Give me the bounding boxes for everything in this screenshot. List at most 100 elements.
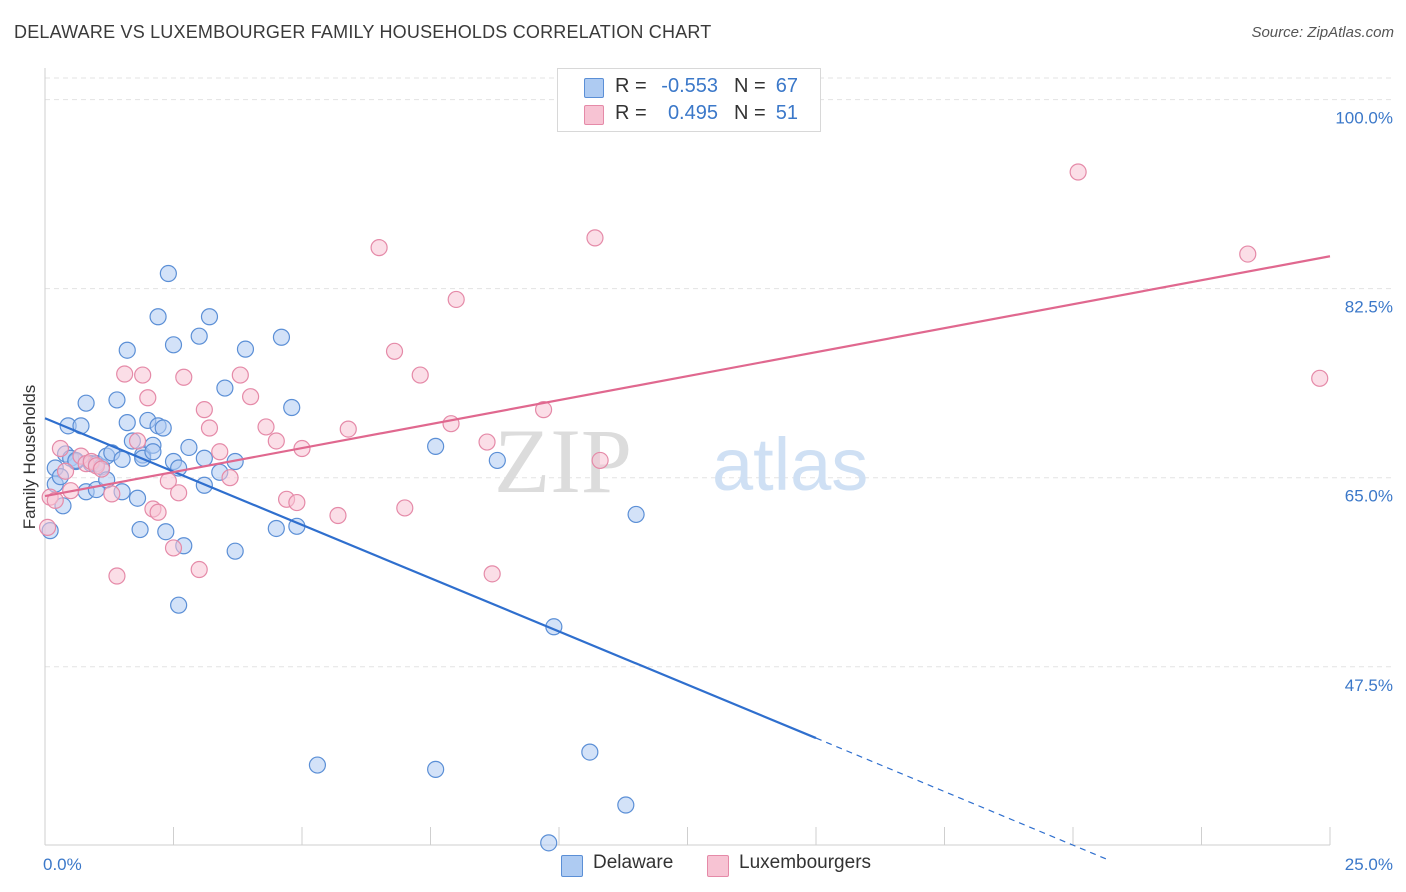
delaware-point — [308, 756, 327, 774]
delaware-point — [272, 328, 291, 346]
delaware-point — [118, 414, 136, 432]
luxembourgers-point — [170, 484, 188, 502]
delaware-point — [617, 796, 635, 814]
luxembourgers-point — [103, 485, 121, 503]
delaware-point — [488, 451, 506, 470]
luxembourgers-point — [116, 365, 134, 383]
data-points — [38, 163, 1329, 852]
trend-lines — [44, 255, 1331, 861]
luxembourgers-point — [38, 518, 57, 536]
luxembourgers-point — [586, 229, 604, 247]
luxembourgers-point — [339, 420, 357, 438]
luxembourgers-point — [200, 419, 219, 437]
delaware-point — [195, 449, 213, 467]
stats-legend: R = -0.553 N = 67 R = 0.495 N = 51 — [557, 68, 821, 132]
n-label: N = — [734, 102, 766, 124]
luxembourgers-point — [139, 389, 157, 407]
delaware-point — [77, 394, 95, 412]
r-label: R = — [615, 102, 647, 124]
axes — [44, 68, 1331, 846]
n-value: 67 — [775, 75, 798, 97]
luxembourgers-point — [221, 469, 239, 487]
luxembourgers-point — [385, 342, 404, 360]
y-tick-label: 47.5% — [1345, 676, 1393, 695]
delaware-trendline-extension — [815, 737, 1110, 861]
delaware-swatch — [561, 855, 583, 877]
luxembourgers-point — [257, 418, 275, 436]
luxembourgers-swatch — [707, 855, 729, 877]
luxembourgers-point — [1069, 163, 1087, 181]
delaware-trendline — [44, 417, 817, 740]
legend-label: Luxembourgers — [739, 852, 872, 873]
delaware-swatch — [584, 78, 604, 98]
luxembourgers-point — [211, 443, 229, 461]
delaware-point — [180, 438, 198, 457]
luxembourgers-point — [195, 401, 213, 419]
luxembourgers-point — [242, 388, 260, 406]
luxembourgers-point — [1239, 245, 1257, 263]
x-tick-label: 25.0% — [1345, 855, 1393, 874]
delaware-point — [149, 308, 167, 326]
y-tick-label: 82.5% — [1345, 298, 1393, 317]
delaware-point — [164, 336, 183, 354]
y-tick-label: 65.0% — [1345, 487, 1393, 506]
delaware-point — [581, 743, 599, 761]
luxembourgers-trendline — [44, 255, 1331, 498]
x-tick-label: 0.0% — [43, 855, 82, 874]
luxembourgers-swatch — [584, 105, 604, 125]
luxembourgers-point — [483, 565, 501, 583]
luxembourgers-point — [128, 432, 147, 450]
luxembourgers-point — [190, 560, 208, 579]
source-label: Source: ZipAtlas.com — [1251, 24, 1394, 41]
r-label: R = — [615, 75, 647, 97]
luxembourgers-point — [51, 439, 70, 458]
luxembourgers-point — [108, 567, 126, 585]
watermark: ZIP atlas — [494, 410, 868, 512]
delaware-point — [190, 327, 208, 345]
luxembourgers-point — [370, 239, 388, 257]
delaware-point — [154, 419, 172, 437]
luxembourgers-point — [175, 368, 193, 386]
luxembourgers-point — [591, 451, 609, 470]
watermark-atlas: atlas — [712, 423, 868, 506]
delaware-point — [427, 760, 445, 778]
n-value: 51 — [775, 102, 798, 124]
luxembourgers-point — [164, 539, 183, 557]
luxembourgers-point — [231, 366, 249, 384]
delaware-point — [627, 505, 645, 524]
luxembourgers-point — [442, 415, 460, 433]
luxembourgers-point — [46, 491, 64, 509]
delaware-point — [267, 519, 285, 538]
delaware-point — [144, 443, 162, 461]
luxembourgers-point — [447, 290, 465, 309]
luxembourgers-point — [1311, 369, 1329, 387]
r-value: 0.495 — [667, 102, 718, 124]
delaware-point — [216, 379, 234, 397]
luxembourgers-point — [478, 433, 496, 451]
luxembourgers-point — [56, 462, 75, 480]
delaware-point — [131, 520, 149, 539]
luxembourgers-point — [329, 506, 347, 525]
legend-label: Delaware — [593, 852, 674, 873]
delaware-point — [128, 489, 147, 507]
legend-row-delaware: R = -0.553 N = 67 — [558, 74, 820, 100]
delaware-point — [427, 437, 445, 455]
delaware-point — [159, 264, 177, 283]
r-value: -0.553 — [661, 75, 718, 97]
delaware-point — [283, 398, 301, 417]
watermark-zip: ZIP — [494, 410, 632, 512]
y-axis-label: Family Households — [20, 385, 39, 530]
legend-row-luxembourgers: R = 0.495 N = 51 — [558, 101, 820, 127]
luxembourgers-point — [149, 503, 167, 521]
luxembourgers-point — [534, 401, 553, 419]
chart-title: DELAWARE VS LUXEMBOURGER FAMILY HOUSEHOL… — [14, 22, 712, 42]
tick-labels: 47.5% 65.0% 82.5% 100.0% 0.0% 25.0% — [43, 109, 1393, 874]
delaware-point — [200, 308, 219, 326]
delaware-point — [170, 596, 188, 614]
luxembourgers-point — [134, 366, 152, 384]
delaware-point — [118, 341, 136, 359]
delaware-point — [236, 340, 255, 358]
delaware-point — [108, 391, 126, 409]
luxembourgers-point — [92, 460, 111, 478]
